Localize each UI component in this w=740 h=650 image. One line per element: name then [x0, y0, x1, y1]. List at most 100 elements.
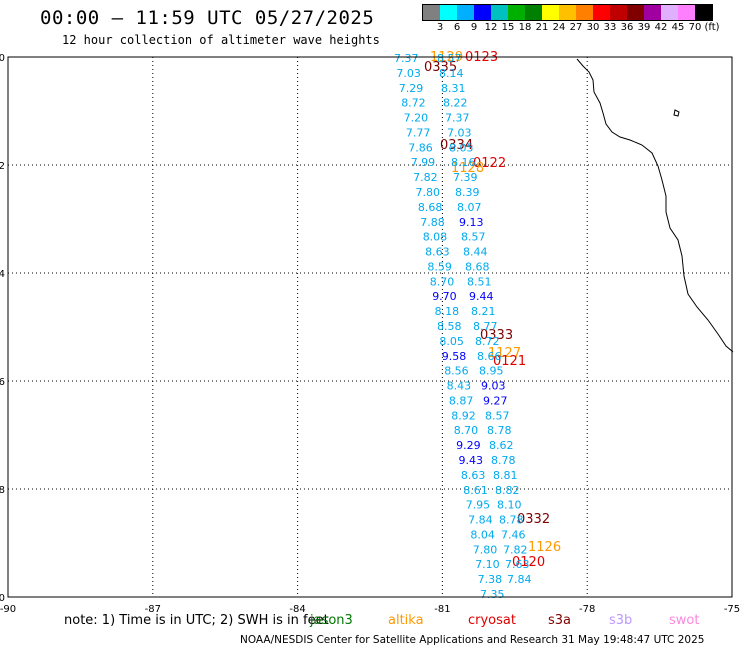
wave-height-label: 8.68: [465, 260, 490, 273]
legend-swatch: [610, 5, 627, 20]
legend-label: 27: [569, 22, 583, 33]
satellite-legend-item: altika: [388, 613, 424, 628]
wave-height-label: 9.27: [483, 394, 508, 407]
grid-lines: [8, 57, 732, 597]
wave-height-label: 8.57: [437, 52, 462, 65]
wave-height-label: 9.44: [469, 290, 494, 303]
wave-height-label: 7.82: [503, 543, 528, 556]
lat-tick-label: 18: [0, 485, 5, 496]
wave-height-label: 7.84: [507, 573, 532, 586]
wave-height-label: 7.46: [501, 528, 526, 541]
legend-label: 24: [552, 22, 566, 33]
legend-labels: 3 6 9 12 15 18 21 24 27 30 33 36 39 42 45 70 (ft): [422, 22, 732, 36]
legend-swatch: [627, 5, 644, 20]
legend-swatch: [508, 5, 525, 20]
satellite-legend-item: swot: [669, 613, 700, 628]
wave-height-label: 8.04: [470, 528, 495, 541]
wave-height-label: 7.63: [505, 558, 530, 571]
wave-height-label: 9.29: [456, 439, 481, 452]
wave-height-label: 7.95: [466, 499, 491, 512]
wave-height-label: 8.58: [437, 320, 462, 333]
wave-height-label: 7.03: [396, 67, 421, 80]
wave-height-label: 7.86: [408, 141, 433, 154]
track-labels: 0123033503340122033311270121033211260120…: [394, 50, 561, 601]
color-legend: 3 6 9 12 15 18 21 24 27 30 33 36 39 42 45 70 (ft): [422, 4, 732, 38]
wave-height-label: 8.56: [444, 365, 469, 378]
wave-height-label: 8.43: [447, 380, 472, 393]
legend-swatch: [491, 5, 508, 20]
legend-swatch: [695, 5, 712, 20]
track-time-label: 0333: [480, 328, 513, 343]
wave-height-label: 8.78: [499, 514, 524, 527]
legend-swatch: [423, 5, 440, 20]
legend-label: 36: [620, 22, 634, 33]
wave-height-label: 8.78: [487, 424, 512, 437]
legend-swatch: [474, 5, 491, 20]
wave-height-label: 8.05: [439, 335, 464, 348]
track-time-label: 0332: [517, 512, 550, 527]
satellite-legend-item: s3b: [609, 613, 633, 628]
legend-label: 30: [586, 22, 600, 33]
legend-label: 18: [518, 22, 532, 33]
wave-height-label: 8.72: [401, 97, 426, 110]
legend-label: 21: [535, 22, 549, 33]
wave-height-label: 8.87: [449, 394, 474, 407]
legend-label: 39: [637, 22, 651, 33]
footnote: note: 1) Time is in UTC; 2) SWH is in fe…: [64, 613, 329, 628]
wave-height-label: 8.39: [455, 186, 480, 199]
legend-swatch: [525, 5, 542, 20]
wave-height-label: 8.08: [423, 231, 448, 244]
lon-tick-label: -84: [289, 604, 305, 615]
legend-swatch: [440, 5, 457, 20]
wave-height-label: 8.77: [473, 320, 498, 333]
legend-swatch: [457, 5, 474, 20]
wave-height-label: 9.58: [442, 350, 467, 363]
axis-labels: 10 12 14 16 18 20-90 -87 -84 -81 -78 -75: [0, 53, 740, 615]
lon-tick-label: -78: [579, 604, 595, 615]
track-time-label: 1128: [451, 161, 484, 176]
lat-tick-label: 20: [0, 593, 5, 604]
wave-height-label: 9.70: [432, 290, 457, 303]
wave-height-label: 7.03: [447, 126, 472, 139]
track-time-label: 0120: [512, 555, 545, 570]
lon-tick-label: -90: [0, 604, 16, 615]
wave-height-label: 8.59: [427, 260, 452, 273]
wave-height-label: 8.82: [495, 484, 520, 497]
wave-height-label: 8.07: [457, 201, 482, 214]
coastline: [576, 58, 734, 353]
satellite-legend-item: cryosat: [468, 613, 516, 628]
wave-height-label: 7.80: [473, 543, 498, 556]
legend-label: (ft): [704, 22, 720, 33]
wave-height-label: 8.10: [497, 499, 522, 512]
track-time-label: 0122: [473, 156, 506, 171]
wave-height-label: 8.57: [461, 231, 486, 244]
legend-label: 12: [484, 22, 498, 33]
legend-label: 3: [436, 22, 444, 33]
satellite-legend-item: s3a: [548, 613, 572, 628]
wave-height-label: 8.66: [477, 350, 502, 363]
wave-height-label: 8.68: [418, 201, 443, 214]
lat-tick-label: 16: [0, 377, 5, 388]
track-time-label: 0121: [493, 354, 526, 369]
wave-height-label: 7.80: [416, 186, 441, 199]
legend-swatch: [644, 5, 661, 20]
track-time-label: 0334: [440, 138, 473, 153]
wave-height-label: 8.95: [479, 365, 504, 378]
wave-height-label: 7.99: [411, 156, 436, 169]
legend-label: 45: [671, 22, 685, 33]
legend-swatches: [422, 4, 713, 21]
track-time-label: 1126: [528, 540, 561, 555]
wave-height-label: 8.62: [489, 439, 514, 452]
lon-tick-label: -81: [434, 604, 450, 615]
legend-label: 42: [654, 22, 668, 33]
wave-height-label: 8.22: [443, 97, 468, 110]
wave-height-label: 8.14: [439, 67, 464, 80]
track-time-label: 0335: [424, 60, 457, 75]
wave-height-label: 7.82: [413, 171, 438, 184]
wave-height-label: 8.61: [463, 484, 488, 497]
wave-height-label: 8.51: [467, 275, 492, 288]
wave-height-label: 9.13: [459, 216, 484, 229]
wave-height-label: 7.20: [404, 112, 429, 125]
island-path: [673, 109, 680, 117]
